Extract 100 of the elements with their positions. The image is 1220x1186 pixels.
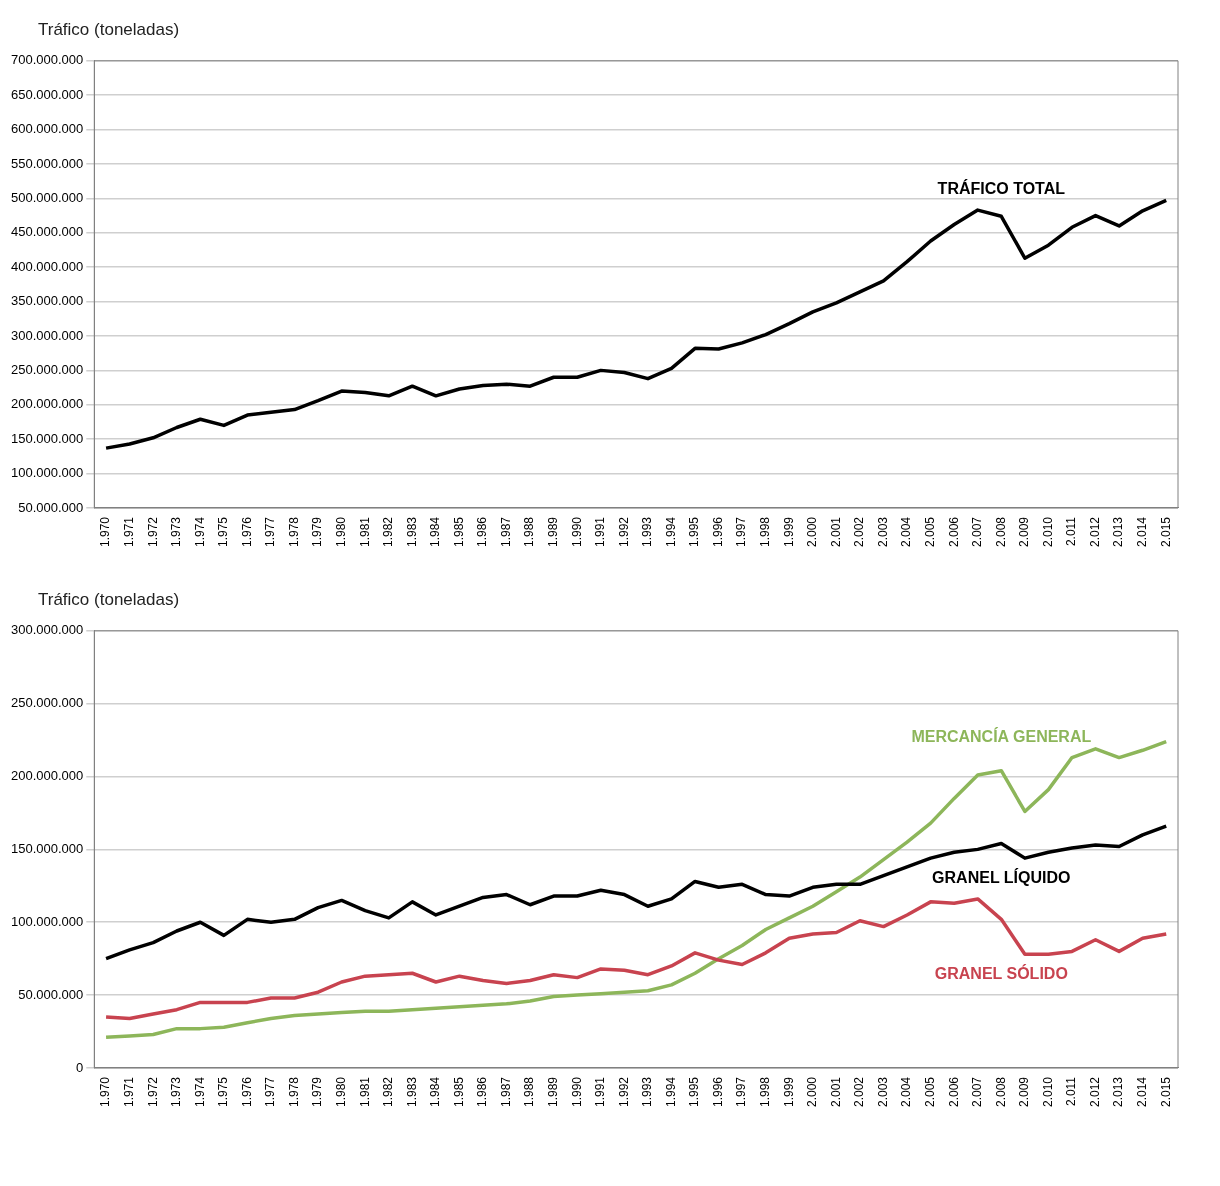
x-tick-label: 2.015: [1158, 516, 1173, 547]
x-tick-label: 1.984: [428, 516, 443, 547]
x-tick-label: 1.985: [451, 1076, 466, 1107]
x-tick-label: 2.012: [1087, 516, 1102, 547]
x-tick-label: 1.986: [475, 1076, 490, 1107]
x-tick-label: 1.997: [734, 516, 749, 547]
y-tick-label: 600.000.000: [11, 121, 84, 137]
y-tick-label: 100.000.000: [11, 465, 84, 481]
series-label: TRÁFICO TOTAL: [937, 179, 1066, 198]
x-tick-label: 1.975: [216, 1076, 231, 1107]
y-tick-label: 200.000.000: [11, 396, 84, 412]
x-tick-label: 1.979: [310, 1076, 325, 1107]
x-tick-label: 1.979: [310, 516, 325, 547]
x-tick-label: 2.013: [1111, 1076, 1126, 1107]
y-tick-label: 300.000.000: [11, 327, 84, 343]
x-tick-label: 1.977: [263, 1076, 278, 1107]
x-tick-label: 1.980: [333, 516, 348, 547]
y-tick-label: 50.000.000: [18, 986, 84, 1002]
x-tick-label: 1.995: [687, 516, 702, 547]
y-tick-label: 400.000.000: [11, 258, 84, 274]
x-tick-label: 1.970: [98, 516, 113, 547]
x-tick-label: 1.983: [404, 516, 419, 547]
x-tick-label: 1.974: [192, 516, 207, 547]
x-tick-label: 2.005: [922, 1076, 937, 1107]
x-tick-label: 2.007: [970, 516, 985, 547]
x-tick-label: 2.012: [1087, 1076, 1102, 1107]
y-axis-title: Tráfico (toneladas): [38, 590, 181, 610]
x-tick-label: 1.986: [475, 516, 490, 547]
x-tick-label: 2.002: [852, 1076, 867, 1107]
x-tick-label: 1.981: [357, 516, 372, 547]
y-tick-label: 650.000.000: [11, 86, 84, 102]
y-tick-label: 500.000.000: [11, 189, 84, 205]
x-tick-label: 1.988: [522, 516, 537, 547]
y-tick-label: 150.000.000: [11, 840, 84, 856]
y-tick-label: 700.000.000: [11, 52, 84, 68]
x-tick-label: 1.994: [663, 516, 678, 547]
x-tick-label: 1.987: [498, 516, 513, 547]
x-tick-label: 1.999: [781, 516, 796, 547]
x-tick-label: 1.983: [404, 1076, 419, 1107]
x-tick-label: 1.989: [546, 1076, 560, 1107]
x-tick-label: 1.997: [734, 1076, 749, 1107]
x-tick-label: 2.013: [1111, 516, 1126, 547]
x-tick-label: 1.991: [593, 1076, 608, 1107]
x-tick-label: 2.000: [805, 1076, 820, 1107]
x-tick-label: 1.978: [286, 516, 301, 547]
y-tick-label: 250.000.000: [11, 361, 84, 377]
series-label: GRANEL LÍQUIDO: [932, 867, 1071, 886]
x-tick-label: 1.990: [569, 516, 584, 547]
x-tick-label: 2.002: [852, 516, 867, 547]
x-tick-label: 1.972: [145, 1076, 160, 1107]
x-tick-label: 2.005: [922, 516, 937, 547]
x-tick-label: 1.996: [710, 516, 725, 547]
x-tick-label: 1.978: [286, 1076, 301, 1107]
x-tick-label: 2.003: [875, 1076, 890, 1107]
x-tick-label: 2.010: [1040, 1076, 1055, 1107]
x-tick-label: 1.976: [239, 516, 254, 547]
x-tick-label: 1.998: [758, 516, 773, 547]
x-tick-label: 1.970: [98, 1076, 113, 1107]
series-label: MERCANCÍA GENERAL: [911, 726, 1092, 745]
x-tick-label: 2.009: [1017, 1076, 1032, 1107]
x-tick-label: 1.989: [546, 516, 560, 547]
x-tick-label: 2.011: [1064, 1076, 1079, 1107]
x-tick-label: 1.992: [616, 1076, 631, 1107]
y-tick-label: 200.000.000: [11, 768, 84, 784]
x-tick-label: 2.014: [1134, 1076, 1149, 1107]
y-tick-label: 450.000.000: [11, 224, 84, 240]
y-tick-label: 300.000.000: [11, 622, 84, 638]
x-tick-label: 1.994: [663, 1076, 678, 1107]
x-tick-label: 1.995: [687, 1076, 702, 1107]
y-axis-title: Tráfico (toneladas): [38, 20, 181, 40]
x-tick-label: 1.985: [451, 516, 466, 547]
x-tick-label: 2.006: [946, 516, 961, 547]
x-tick-label: 2.008: [993, 516, 1008, 547]
y-tick-label: 550.000.000: [11, 155, 84, 171]
x-tick-label: 2.006: [946, 1076, 961, 1107]
y-tick-label: 0: [76, 1059, 84, 1075]
y-tick-label: 100.000.000: [11, 913, 84, 929]
x-tick-label: 1.991: [593, 516, 608, 547]
x-tick-label: 1.993: [640, 1076, 655, 1107]
x-tick-label: 1.988: [522, 1076, 537, 1107]
y-tick-label: 50.000.000: [18, 499, 84, 515]
x-tick-label: 2.003: [875, 516, 890, 547]
x-tick-label: 1.982: [381, 1076, 396, 1107]
x-tick-label: 2.014: [1134, 516, 1149, 547]
x-tick-label: 1.996: [710, 1076, 725, 1107]
x-tick-label: 1.971: [121, 1076, 136, 1107]
x-tick-label: 1.990: [569, 1076, 584, 1107]
x-tick-label: 1.992: [616, 516, 631, 547]
x-tick-label: 2.000: [805, 516, 820, 547]
x-tick-label: 2.015: [1158, 1076, 1173, 1107]
y-tick-label: 350.000.000: [11, 293, 84, 309]
x-tick-label: 2.008: [993, 1076, 1008, 1107]
x-tick-label: 1.974: [192, 1076, 207, 1107]
x-tick-label: 1.993: [640, 516, 655, 547]
x-tick-label: 1.998: [758, 1076, 773, 1107]
x-tick-label: 2.009: [1017, 516, 1032, 547]
x-tick-label: 1.977: [263, 516, 278, 547]
x-tick-label: 1.987: [498, 1076, 513, 1107]
x-tick-label: 2.004: [899, 1076, 914, 1107]
x-tick-label: 2.010: [1040, 516, 1055, 547]
